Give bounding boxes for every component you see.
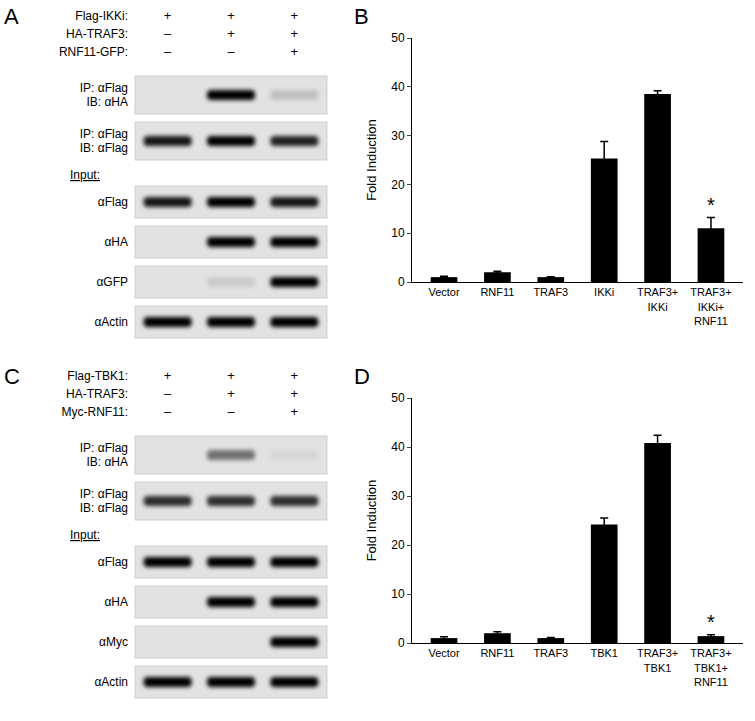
svg-text:+: + [291,8,299,23]
svg-text:HA-TRAF3:: HA-TRAF3: [66,387,128,401]
svg-text:αHA: αHA [104,235,128,249]
svg-text:Input:: Input: [70,528,100,542]
svg-text:Input:: Input: [70,168,100,182]
svg-text:10: 10 [391,587,405,601]
svg-text:*: * [707,611,715,633]
svg-text:50: 50 [391,31,405,45]
svg-text:50: 50 [391,391,405,405]
svg-text:Vector: Vector [428,286,460,298]
svg-text:+: + [164,368,172,383]
svg-text:αFlag: αFlag [98,555,128,569]
svg-text:Vector: Vector [428,647,460,659]
svg-text:Fold Induction: Fold Induction [364,119,379,201]
svg-text:TRAF3+IKKi+RNF11: TRAF3+IKKi+RNF11 [690,286,731,327]
svg-text:IKKi: IKKi [594,286,614,298]
svg-text:+: + [291,386,299,401]
svg-text:RNF11-GFP:: RNF11-GFP: [59,45,128,59]
svg-text:–: – [227,44,235,59]
svg-text:HA-TRAF3:: HA-TRAF3: [66,27,128,41]
svg-text:20: 20 [391,178,405,192]
svg-text:TRAF3: TRAF3 [533,286,568,298]
svg-text:IP: αFlag: IP: αFlag [80,487,128,501]
svg-text:IB: αHA: IB: αHA [86,455,128,469]
svg-text:D: D [354,364,370,389]
svg-text:+: + [291,26,299,41]
svg-text:+: + [164,8,172,23]
svg-text:TRAF3+TBK1+RNF11: TRAF3+TBK1+RNF11 [690,647,731,688]
svg-text:αHA: αHA [104,595,128,609]
svg-text:0: 0 [398,275,405,289]
svg-text:Myc-RNF11:: Myc-RNF11: [62,405,128,419]
svg-text:+: + [291,368,299,383]
svg-text:αActin: αActin [94,315,128,329]
svg-text:TRAF3+IKKi: TRAF3+IKKi [637,286,678,312]
svg-text:αGFP: αGFP [96,275,128,289]
svg-text:Flag-IKKi:: Flag-IKKi: [75,9,128,23]
svg-text:αMyc: αMyc [99,635,128,649]
svg-text:*: * [707,194,715,216]
svg-text:10: 10 [391,226,405,240]
svg-text:–: – [227,404,235,419]
svg-text:30: 30 [391,489,405,503]
svg-text:αFlag: αFlag [98,195,128,209]
svg-text:40: 40 [391,440,405,454]
svg-text:IP: αFlag: IP: αFlag [80,81,128,95]
svg-text:40: 40 [391,80,405,94]
svg-text:+: + [291,404,299,419]
svg-text:IB: αFlag: IB: αFlag [80,141,128,155]
svg-text:–: – [164,44,172,59]
svg-text:RNF11: RNF11 [480,286,514,298]
svg-text:–: – [164,404,172,419]
svg-text:IP: αFlag: IP: αFlag [80,441,128,455]
svg-text:+: + [227,368,235,383]
svg-text:TRAF3: TRAF3 [533,647,568,659]
svg-text:IB: αHA: IB: αHA [86,95,128,109]
svg-text:Fold Induction: Fold Induction [364,480,379,562]
svg-text:B: B [354,4,369,29]
svg-text:20: 20 [391,538,405,552]
svg-text:Flag-TBK1:: Flag-TBK1: [67,369,128,383]
svg-text:+: + [227,386,235,401]
svg-text:RNF11: RNF11 [480,647,514,659]
svg-text:A: A [4,4,19,29]
svg-text:–: – [164,386,172,401]
svg-text:C: C [4,364,20,389]
svg-text:+: + [227,26,235,41]
svg-text:αActin: αActin [94,675,128,689]
svg-text:0: 0 [398,636,405,650]
svg-text:+: + [291,44,299,59]
svg-text:–: – [164,26,172,41]
svg-text:+: + [227,8,235,23]
svg-text:TRAF3+TBK1: TRAF3+TBK1 [637,647,678,673]
svg-text:TBK1: TBK1 [590,647,618,659]
svg-text:30: 30 [391,129,405,143]
svg-text:IP: αFlag: IP: αFlag [80,127,128,141]
svg-text:IB: αFlag: IB: αFlag [80,501,128,515]
